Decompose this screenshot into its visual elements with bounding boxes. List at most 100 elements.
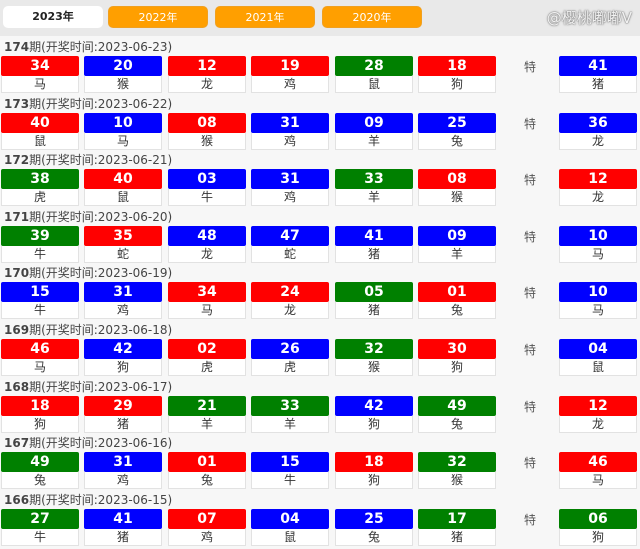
ball-cell: 03 牛 (168, 169, 246, 207)
zodiac-label: 龙 (559, 415, 637, 433)
draw-date: 2023-06-23 (97, 40, 168, 54)
zodiac-label: 马 (559, 302, 637, 320)
ball-number: 20 (84, 56, 162, 76)
draw-row: 172期(开奖时间:2023-06-21) 38 虎 40 鼠 03 牛 31 鸡 33 羊 08 猴特… (0, 151, 640, 208)
zodiac-label: 马 (84, 132, 162, 150)
title-prefix: 期(开奖时间: (29, 323, 98, 337)
zodiac-label: 狗 (559, 528, 637, 546)
ball-number: 25 (335, 508, 413, 529)
title-suffix: ) (167, 323, 173, 337)
tab-2020[interactable]: 2020年 (322, 6, 422, 28)
ball-number: 31 (84, 282, 162, 303)
ball-cell: 07 鸡 (168, 508, 246, 546)
ball-cell: 18 狗 (1, 395, 79, 433)
special-label: 特 (523, 286, 536, 301)
ball-cell: 29 猪 (84, 395, 162, 433)
title-prefix: 期(开奖时间: (29, 436, 98, 451)
ball-cell: 33 羊 (251, 395, 329, 433)
ball-cell: 18 狗 (418, 56, 496, 93)
ball-number: 09 (418, 225, 496, 246)
ball-cell: 48 龙 (168, 225, 246, 263)
ball-cell: 34 马 (1, 56, 79, 93)
ball-cell: 09 羊 (335, 112, 413, 150)
ball-cell: 05 猪 (335, 282, 413, 320)
ball-cell: 09 羊 (418, 225, 496, 263)
zodiac-label: 猪 (418, 528, 496, 546)
zodiac-label: 鼠 (251, 528, 329, 546)
zodiac-label: 猴 (84, 76, 162, 93)
draw-row: 174期(开奖时间:2023-06-23) 34 马 20 猴 12 龙 19 鸡 28 鼠 18 狗特… (0, 38, 640, 95)
draw-row: 171期(开奖时间:2023-06-20) 39 牛 35 蛇 48 龙 47 蛇 41 猪 09 羊特… (0, 208, 640, 265)
special-ball-cell: 06 狗 (559, 508, 637, 546)
ball-number: 24 (251, 282, 329, 303)
ball-cell: 34 马 (168, 282, 246, 320)
ball-number: 07 (168, 508, 246, 529)
special-ball-cell: 12 龙 (559, 169, 637, 207)
zodiac-label: 虎 (251, 359, 329, 376)
zodiac-label: 鸡 (251, 132, 329, 150)
ball-number: 18 (418, 56, 496, 76)
zodiac-label: 龙 (251, 302, 329, 320)
zodiac-label: 鼠 (84, 189, 162, 207)
special-label: 特 (523, 60, 536, 74)
special-ball-cell: 41 猪 (559, 56, 637, 93)
title-suffix: ) (167, 153, 173, 168)
zodiac-label: 狗 (418, 76, 496, 93)
ball-cell: 49 兔 (1, 452, 79, 490)
issue-number: 174 (4, 40, 30, 54)
draw-title: 168期(开奖时间:2023-06-17) (4, 380, 172, 395)
ball-number: 04 (559, 339, 637, 359)
ball-number: 41 (559, 56, 637, 76)
zodiac-label: 鸡 (84, 472, 162, 490)
tab-2023[interactable]: 2023年 (3, 6, 103, 28)
title-suffix: ) (167, 266, 173, 281)
ball-cell: 01 兔 (168, 452, 246, 490)
ball-number: 34 (1, 56, 79, 76)
tab-2022[interactable]: 2022年 (108, 6, 208, 28)
draw-row: 167期(开奖时间:2023-06-16) 49 兔 31 鸡 01 兔 15 牛 18 狗 32 猴特… (0, 434, 640, 491)
issue-number: 167 (4, 436, 30, 451)
draw-title: 171期(开奖时间:2023-06-20) (4, 210, 172, 225)
ball-cell: 30 狗 (418, 339, 496, 376)
zodiac-label: 兔 (418, 302, 496, 320)
ball-cell: 27 牛 (1, 508, 79, 546)
ball-cell: 08 猴 (168, 112, 246, 150)
zodiac-label: 兔 (418, 415, 496, 433)
title-prefix: 期(开奖时间: (29, 40, 98, 54)
ball-number: 05 (335, 282, 413, 303)
zodiac-label: 鼠 (335, 76, 413, 93)
zodiac-label: 狗 (418, 359, 496, 376)
zodiac-label: 羊 (335, 189, 413, 207)
ball-cell: 42 狗 (335, 395, 413, 433)
ball-number: 39 (1, 225, 79, 246)
ball-number: 41 (84, 508, 162, 529)
ball-cell: 41 猪 (84, 508, 162, 546)
ball-cell: 35 蛇 (84, 225, 162, 263)
draw-date: 2023-06-21 (97, 153, 168, 168)
ball-cell: 02 虎 (168, 339, 246, 376)
ball-number: 33 (335, 169, 413, 190)
ball-number: 29 (84, 395, 162, 416)
zodiac-label: 羊 (335, 132, 413, 150)
title-suffix: ) (167, 492, 173, 507)
ball-cell: 32 猴 (418, 452, 496, 490)
ball-number: 34 (168, 282, 246, 303)
zodiac-label: 羊 (168, 415, 246, 433)
zodiac-label: 狗 (1, 415, 79, 433)
tab-2021[interactable]: 2021年 (215, 6, 315, 28)
ball-number: 09 (335, 112, 413, 133)
special-label: 特 (523, 512, 536, 527)
ball-number: 19 (251, 56, 329, 76)
title-prefix: 期(开奖时间: (29, 153, 98, 168)
ball-number: 36 (559, 112, 637, 133)
ball-number: 42 (84, 339, 162, 359)
zodiac-label: 鸡 (168, 528, 246, 546)
ball-cell: 25 兔 (418, 112, 496, 150)
year-tabs: 2023年 2022年 2021年 2020年 @樱桃嘟嘟V (0, 0, 640, 36)
special-ball-cell: 12 龙 (559, 395, 637, 433)
special-label: 特 (523, 399, 536, 414)
ball-number: 41 (335, 225, 413, 246)
zodiac-label: 牛 (1, 302, 79, 320)
draw-title: 172期(开奖时间:2023-06-21) (4, 153, 172, 168)
zodiac-label: 龙 (559, 189, 637, 207)
